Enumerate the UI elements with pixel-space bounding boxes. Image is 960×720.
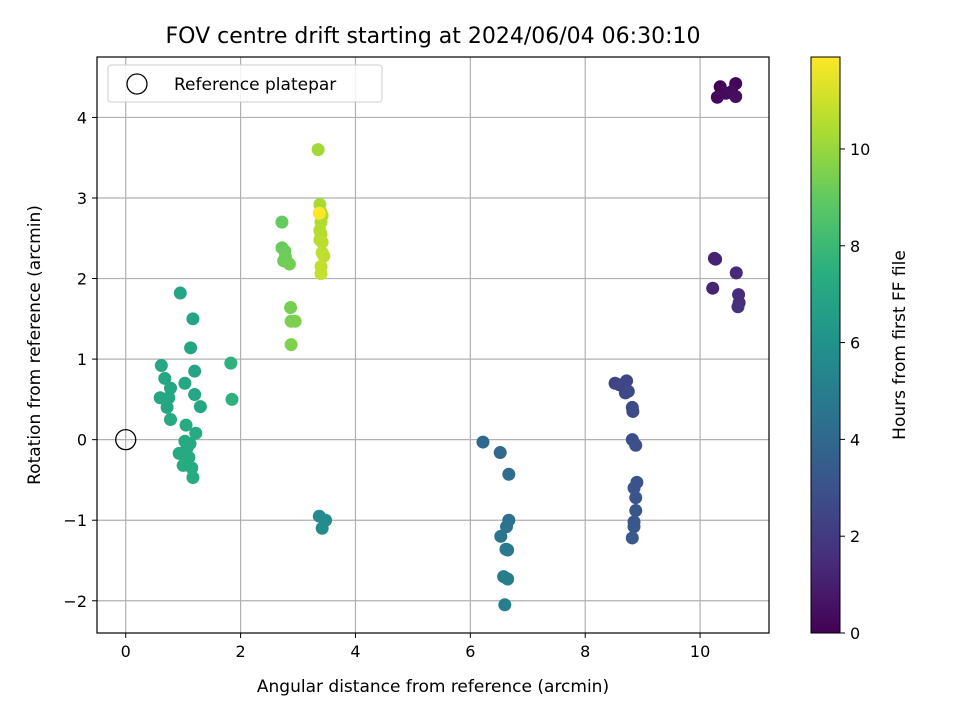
data-point xyxy=(709,252,723,266)
data-point xyxy=(164,413,178,427)
data-point xyxy=(493,446,507,460)
data-point xyxy=(186,471,200,485)
colorbar-tick-label: 4 xyxy=(850,430,860,449)
data-point xyxy=(225,392,239,406)
colorbar-label: Hours from first FF file xyxy=(890,250,910,440)
x-tick-label: 4 xyxy=(350,642,360,661)
data-point xyxy=(288,314,302,328)
data-point xyxy=(314,267,328,281)
colorbar-ticks: 0 2 4 6 8 10 xyxy=(840,140,870,643)
x-tick-label: 0 xyxy=(121,642,131,661)
legend-reference-marker xyxy=(126,73,148,95)
data-point xyxy=(629,491,643,505)
data-point xyxy=(626,404,640,418)
data-point xyxy=(275,215,289,229)
colorbar-tick-label: 8 xyxy=(850,237,860,256)
colorbar: 0 2 4 6 8 10 Hours from first FF file xyxy=(810,56,910,643)
y-tick-label: −1 xyxy=(63,511,87,530)
colorbar-tick-label: 6 xyxy=(850,334,860,353)
data-point xyxy=(729,89,743,103)
x-tick-label: 8 xyxy=(580,642,590,661)
data-point xyxy=(284,338,298,352)
colorbar-tick-label: 2 xyxy=(850,527,860,546)
data-point xyxy=(315,235,329,249)
data-point xyxy=(184,341,198,355)
x-tick-label: 2 xyxy=(235,642,245,661)
data-point xyxy=(312,206,326,220)
y-tick-label: 3 xyxy=(77,189,87,208)
data-point xyxy=(627,481,641,495)
data-point xyxy=(729,266,743,280)
legend: Reference platepar xyxy=(107,64,383,103)
x-tick-label: 10 xyxy=(690,642,710,661)
data-point xyxy=(172,446,186,460)
data-point xyxy=(188,388,202,402)
axis-ticks: 0 2 4 6 8 10 −2 −1 0 1 2 3 4 xyxy=(63,108,710,661)
data-point xyxy=(224,356,238,370)
data-point xyxy=(502,467,516,481)
reference-point xyxy=(115,429,137,451)
data-point xyxy=(185,461,199,475)
legend-entry-reference: Reference platepar xyxy=(174,75,336,95)
data-point xyxy=(629,504,643,518)
data-point xyxy=(186,312,200,326)
data-point xyxy=(311,143,325,157)
data-point xyxy=(731,300,745,314)
y-tick-label: 1 xyxy=(77,350,87,369)
grid xyxy=(97,57,769,633)
y-tick-label: 4 xyxy=(77,108,87,127)
data-point xyxy=(189,426,203,440)
data-point xyxy=(498,598,512,612)
x-tick-label: 6 xyxy=(465,642,475,661)
y-tick-label: −2 xyxy=(63,592,87,611)
chart-title: FOV centre drift starting at 2024/06/04 … xyxy=(166,24,701,49)
data-point xyxy=(501,543,515,557)
colorbar-tick-label: 10 xyxy=(850,140,870,159)
data-point xyxy=(315,521,329,535)
data-point xyxy=(621,384,635,398)
data-point xyxy=(162,391,176,405)
y-axis-label: Rotation from reference (arcmin) xyxy=(25,205,45,485)
data-point xyxy=(706,281,720,295)
data-point xyxy=(188,364,202,378)
y-tick-label: 0 xyxy=(77,431,87,450)
data-point xyxy=(500,520,514,534)
data-point xyxy=(284,301,298,315)
data-point xyxy=(173,286,187,300)
data-point xyxy=(620,374,634,388)
data-point xyxy=(501,572,515,586)
y-tick-label: 2 xyxy=(77,270,87,289)
data-point xyxy=(178,376,192,390)
x-axis-label: Angular distance from reference (arcmin) xyxy=(257,677,609,697)
data-points xyxy=(115,77,746,612)
data-point xyxy=(164,381,178,395)
data-point xyxy=(179,418,193,432)
plot-frame xyxy=(96,56,770,634)
data-point xyxy=(193,400,207,414)
colorbar-gradient xyxy=(810,56,841,634)
data-point xyxy=(282,257,296,271)
data-point xyxy=(494,529,508,543)
legend-box xyxy=(107,64,383,103)
data-point xyxy=(629,438,643,452)
data-point xyxy=(158,371,172,385)
data-point xyxy=(625,531,639,545)
data-point xyxy=(627,520,641,534)
data-point xyxy=(476,435,490,449)
data-point xyxy=(154,359,168,373)
colorbar-tick-label: 0 xyxy=(850,624,860,643)
data-point xyxy=(160,400,174,414)
data-point xyxy=(317,249,331,263)
